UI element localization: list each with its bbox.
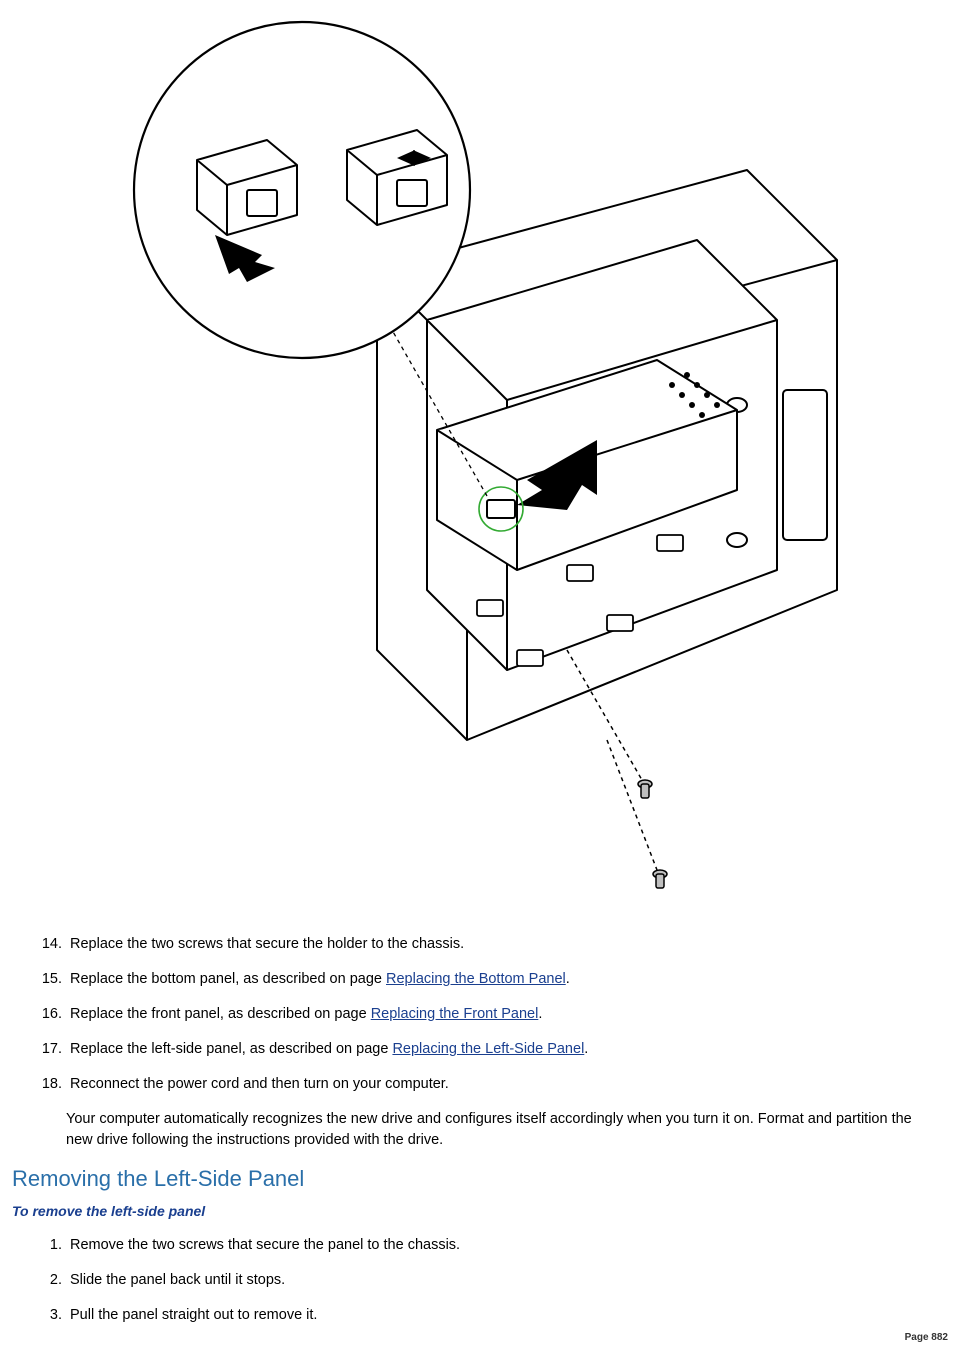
follow-up-paragraph: Your computer automatically recognizes t… bbox=[66, 1109, 942, 1151]
step-text: Reconnect the power cord and then turn o… bbox=[70, 1076, 449, 1092]
drive-illustration-svg bbox=[97, 10, 857, 920]
step-suffix: . bbox=[566, 971, 570, 987]
link-replacing-bottom-panel[interactable]: Replacing the Bottom Panel bbox=[386, 971, 566, 987]
step-text: Replace the two screws that secure the h… bbox=[70, 936, 464, 952]
procedure-list-continued: Replace the two screws that secure the h… bbox=[12, 934, 942, 1095]
step-16: Replace the front panel, as described on… bbox=[66, 1004, 942, 1025]
link-replacing-left-side-panel[interactable]: Replacing the Left-Side Panel bbox=[392, 1041, 584, 1057]
step-15: Replace the bottom panel, as described o… bbox=[66, 969, 942, 990]
subheading-to-remove-left-side-panel: To remove the left-side panel bbox=[12, 1201, 942, 1221]
step-17: Replace the left-side panel, as describe… bbox=[66, 1039, 942, 1060]
step-suffix: . bbox=[538, 1006, 542, 1022]
link-replacing-front-panel[interactable]: Replacing the Front Panel bbox=[371, 1006, 539, 1022]
step-text: Slide the panel back until it stops. bbox=[70, 1272, 285, 1288]
step-18: Reconnect the power cord and then turn o… bbox=[66, 1074, 942, 1095]
procedure-list-remove-panel: Remove the two screws that secure the pa… bbox=[12, 1235, 942, 1326]
page-number: Page 882 bbox=[905, 1331, 948, 1346]
step-suffix: . bbox=[584, 1041, 588, 1057]
remove-step-3: Pull the panel straight out to remove it… bbox=[66, 1305, 942, 1326]
step-14: Replace the two screws that secure the h… bbox=[66, 934, 942, 955]
remove-step-1: Remove the two screws that secure the pa… bbox=[66, 1235, 942, 1256]
section-heading-removing-left-side-panel: Removing the Left-Side Panel bbox=[12, 1163, 942, 1195]
drive-illustration bbox=[12, 0, 942, 920]
step-prefix: Replace the front panel, as described on… bbox=[70, 1006, 371, 1022]
step-prefix: Replace the left-side panel, as describe… bbox=[70, 1041, 392, 1057]
step-text: Pull the panel straight out to remove it… bbox=[70, 1307, 317, 1323]
remove-step-2: Slide the panel back until it stops. bbox=[66, 1270, 942, 1291]
step-text: Remove the two screws that secure the pa… bbox=[70, 1237, 460, 1253]
step-prefix: Replace the bottom panel, as described o… bbox=[70, 971, 386, 987]
